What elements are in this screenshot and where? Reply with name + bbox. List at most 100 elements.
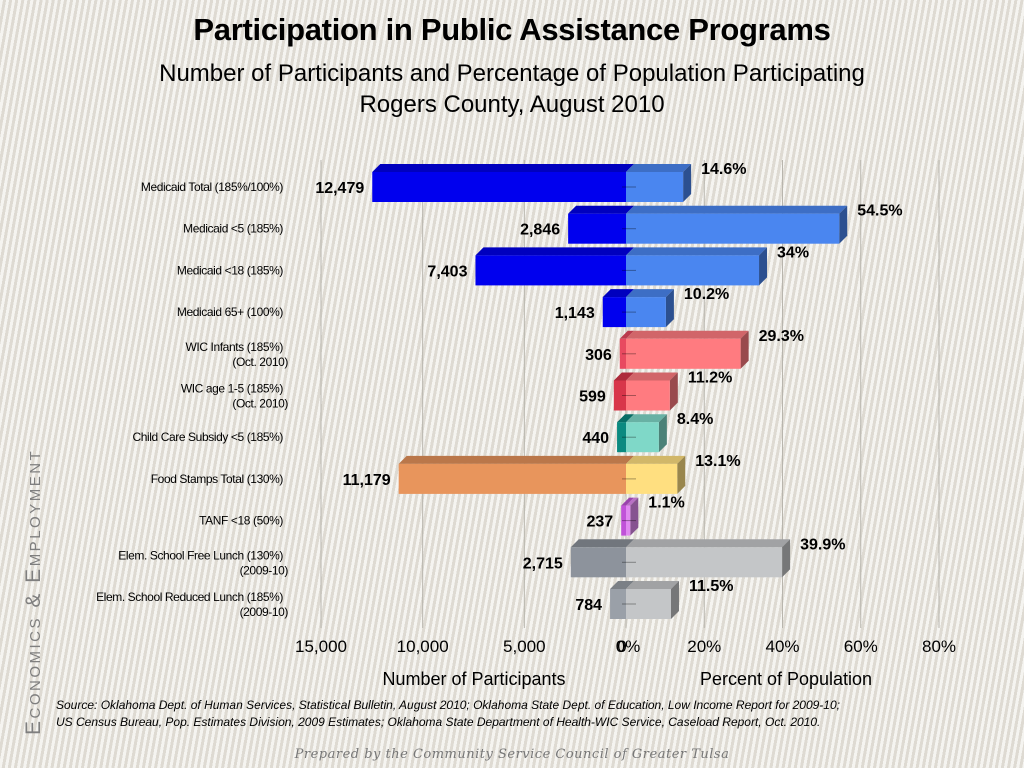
category-label: WIC Infants (185%): [185, 340, 283, 354]
tick-labels: 15,000 10,000 5,000 00% 20% 40% 60% 80%: [295, 637, 956, 656]
percent-bar: [626, 213, 840, 244]
percent-bar-side: [670, 581, 679, 619]
participants-bar-top: [610, 581, 634, 589]
category-label: Medicaid <5 (185%): [183, 222, 283, 236]
percent-bar-side: [839, 205, 848, 244]
percent-bar-top: [626, 414, 667, 423]
participants-bar: [398, 463, 626, 494]
chart-subtitle-line2: Rogers County, August 2010: [359, 91, 665, 118]
percent-value-label: 11.5%: [689, 578, 733, 595]
footer-credit: Prepared by the Community Service Counci…: [294, 747, 730, 762]
category-label: WIC age 1-5 (185%): [181, 382, 284, 396]
category-sublabel: (2009-10): [240, 563, 289, 577]
percent-bar-side: [683, 164, 692, 202]
participants-bar-top: [372, 164, 634, 172]
percent-bar-top: [626, 581, 679, 589]
percent-bar: [626, 172, 684, 202]
category-sublabel: (Oct. 2010): [232, 397, 288, 411]
category-sublabel: (Oct. 2010): [232, 355, 288, 369]
percent-value-label: 11.2%: [688, 370, 732, 387]
left-tick-label: 10,000: [397, 637, 449, 656]
percent-bar: [626, 422, 659, 453]
percent-bar: [626, 463, 678, 494]
right-tick-label: 20%: [687, 637, 721, 656]
percent-value-label: 54.5%: [857, 203, 902, 220]
category-label: Child Care Subsidy <5 (185%): [132, 430, 283, 444]
source-line-1: Source: Oklahoma Dept. of Human Services…: [56, 698, 840, 712]
participants-bar: [619, 338, 626, 369]
participants-bar-top: [617, 414, 634, 423]
percent-bar: [626, 297, 666, 328]
participants-value-label: 2,846: [520, 222, 560, 239]
category-label: TANF <18 (50%): [199, 514, 283, 528]
participants-bar: [568, 213, 626, 244]
right-tick-label: 40%: [765, 637, 799, 656]
percent-bar-side: [658, 414, 667, 453]
chart-title: Participation in Public Assistance Progr…: [193, 12, 831, 47]
left-tick-label: 0: [617, 637, 626, 656]
percent-value-label: 29.3%: [759, 328, 804, 345]
participants-bar-top: [568, 205, 634, 214]
participants-bar-top: [619, 330, 634, 339]
right-tick-label: 60%: [844, 637, 878, 656]
percent-bar-top: [626, 372, 678, 381]
percent-bar-side: [630, 497, 639, 536]
percent-bar: [626, 547, 783, 578]
category-label: Medicaid 65+ (100%): [177, 305, 284, 319]
left-tick-label: 5,000: [503, 637, 546, 656]
percent-bar: [626, 255, 760, 286]
percent-bar-side: [759, 247, 768, 286]
participants-bar: [610, 589, 626, 619]
percent-bar: [626, 338, 741, 369]
percent-bar: [626, 380, 670, 411]
participants-bar: [570, 547, 626, 578]
category-sublabel: (2009-10): [240, 605, 289, 619]
participants-value-label: 1,143: [555, 305, 595, 322]
percent-bar-top: [626, 497, 639, 506]
right-tick-label: 0%: [616, 637, 641, 656]
category-label: Medicaid <18 (185%): [177, 263, 284, 277]
percent-value-label: 1.1%: [648, 495, 684, 512]
participants-value-label: 7,403: [427, 263, 467, 280]
participants-bar: [617, 422, 626, 453]
source-line-2: US Census Bureau, Pop. Estimates Divisio…: [56, 715, 821, 729]
source-note: Source: Oklahoma Dept. of Human Services…: [56, 697, 956, 731]
percent-bar-top: [626, 289, 674, 298]
participants-bar-top: [602, 289, 634, 298]
participants-value-label: 306: [585, 347, 612, 364]
category-label: Food Stamps Total (130%): [151, 472, 284, 486]
participants-bar-top: [570, 539, 634, 548]
category-label: Medicaid Total (185%/100%): [141, 180, 284, 194]
chart-subtitle-line1: Number of Participants and Percentage of…: [159, 60, 865, 87]
participants-bar-top: [613, 372, 634, 381]
participants-bar-top: [621, 497, 634, 506]
percent-bar-top: [626, 164, 692, 172]
participants-bar: [613, 380, 626, 411]
left-axis-title: Number of Participants: [382, 669, 565, 689]
right-axis-title: Percent of Population: [700, 669, 872, 689]
participants-bar-top: [398, 455, 634, 464]
category-label: Elem. School Free Lunch (130%): [118, 548, 283, 562]
bar-chart: Medicaid Total (185%/100%) Medicaid <5 (1…: [96, 160, 956, 689]
percent-bar: [626, 505, 631, 536]
participants-bar: [372, 172, 626, 202]
percent-bar-top: [626, 455, 686, 464]
participants-bar: [602, 297, 626, 328]
percent-value-label: 14.6%: [701, 161, 746, 178]
participants-value-label: 11,179: [343, 472, 391, 489]
category-labels: Medicaid Total (185%/100%) Medicaid <5 (1…: [96, 180, 289, 619]
percent-value-label: 39.9%: [800, 536, 845, 553]
percent-bar-top: [626, 539, 791, 548]
participants-value-label: 237: [586, 514, 613, 531]
percent-bar: [626, 589, 671, 619]
percent-bar-top: [626, 247, 768, 256]
percent-bar-side: [669, 372, 678, 411]
right-tick-label: 80%: [922, 637, 956, 656]
bars-layer: [372, 164, 848, 619]
percent-value-label: 10.2%: [684, 286, 729, 303]
participants-bar: [621, 505, 626, 536]
participants-bar: [475, 255, 626, 286]
percent-bar-side: [740, 330, 749, 369]
participants-value-label: 440: [582, 430, 609, 447]
percent-bar-side: [782, 539, 791, 578]
